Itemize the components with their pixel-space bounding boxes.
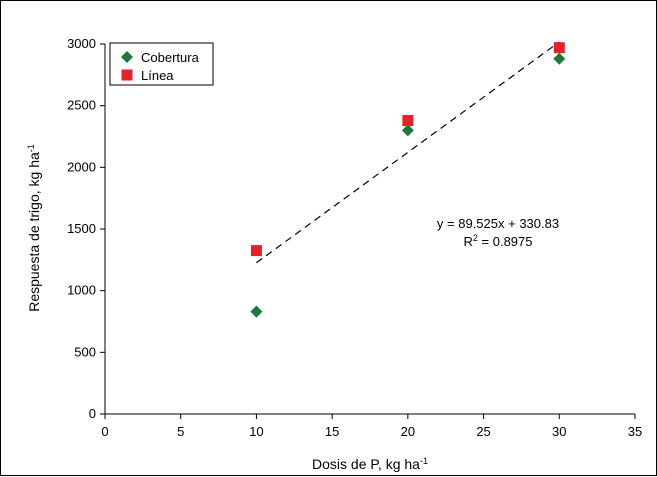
x-tick-label: 0 [101,424,108,439]
r-squared-prefix: R [464,234,473,249]
regression-equation: y = 89.525x + 330.83 [437,216,559,231]
legend-box [109,42,214,86]
regression-annotation: y = 89.525x + 330.83 R2 = 0.8975 [437,216,559,249]
x-tick-label: 25 [476,424,490,439]
trendline-group [256,41,560,264]
trendline [256,41,560,264]
point-linea [250,245,262,257]
point-linea [402,114,414,126]
x-tick-label: 30 [552,424,566,439]
y-tick-label: 0 [89,406,96,421]
legend-marker-linea [121,69,133,81]
r-squared-sup: 2 [473,233,478,243]
x-axis-label-sup: -1 [420,456,428,466]
y-tick-label: 1000 [67,283,96,298]
point-cobertura [250,305,263,318]
y-axis-label-text: Respuesta de trigo, kg ha [26,152,42,312]
point-cobertura [553,52,566,65]
y-tick-label: 2000 [67,159,96,174]
points-group [250,42,566,318]
x-axis-label-text: Dosis de P, kg ha [312,456,420,472]
x-tick-label: 15 [325,424,339,439]
y-axis-label: Respuesta de trigo, kg ha-1 [26,144,42,312]
y-axis-label-sup: -1 [26,144,36,152]
y-tick-label: 3000 [67,36,96,51]
r-squared: R2 = 0.8975 [464,233,533,249]
x-tick-label: 35 [628,424,642,439]
y-tick-label: 1500 [67,221,96,236]
x-ticks: 0 5 10 15 20 25 30 35 [101,414,642,439]
point-linea [553,42,565,54]
x-axis-label: Dosis de P, kg ha-1 [312,456,428,472]
legend-label-cobertura: Cobertura [141,50,200,65]
legend-marker-cobertura [121,51,133,63]
x-tick-label: 10 [249,424,263,439]
legend-label-linea: Línea [141,68,174,83]
x-tick-label: 5 [177,424,184,439]
x-tick-label: 20 [401,424,415,439]
r-squared-value: = 0.8975 [478,234,533,249]
y-tick-label: 500 [74,344,96,359]
legend: Cobertura Línea [109,42,214,86]
y-ticks: 0 500 1000 1500 2000 2500 3000 [67,36,105,421]
point-cobertura [401,124,414,137]
y-tick-label: 2500 [67,98,96,113]
